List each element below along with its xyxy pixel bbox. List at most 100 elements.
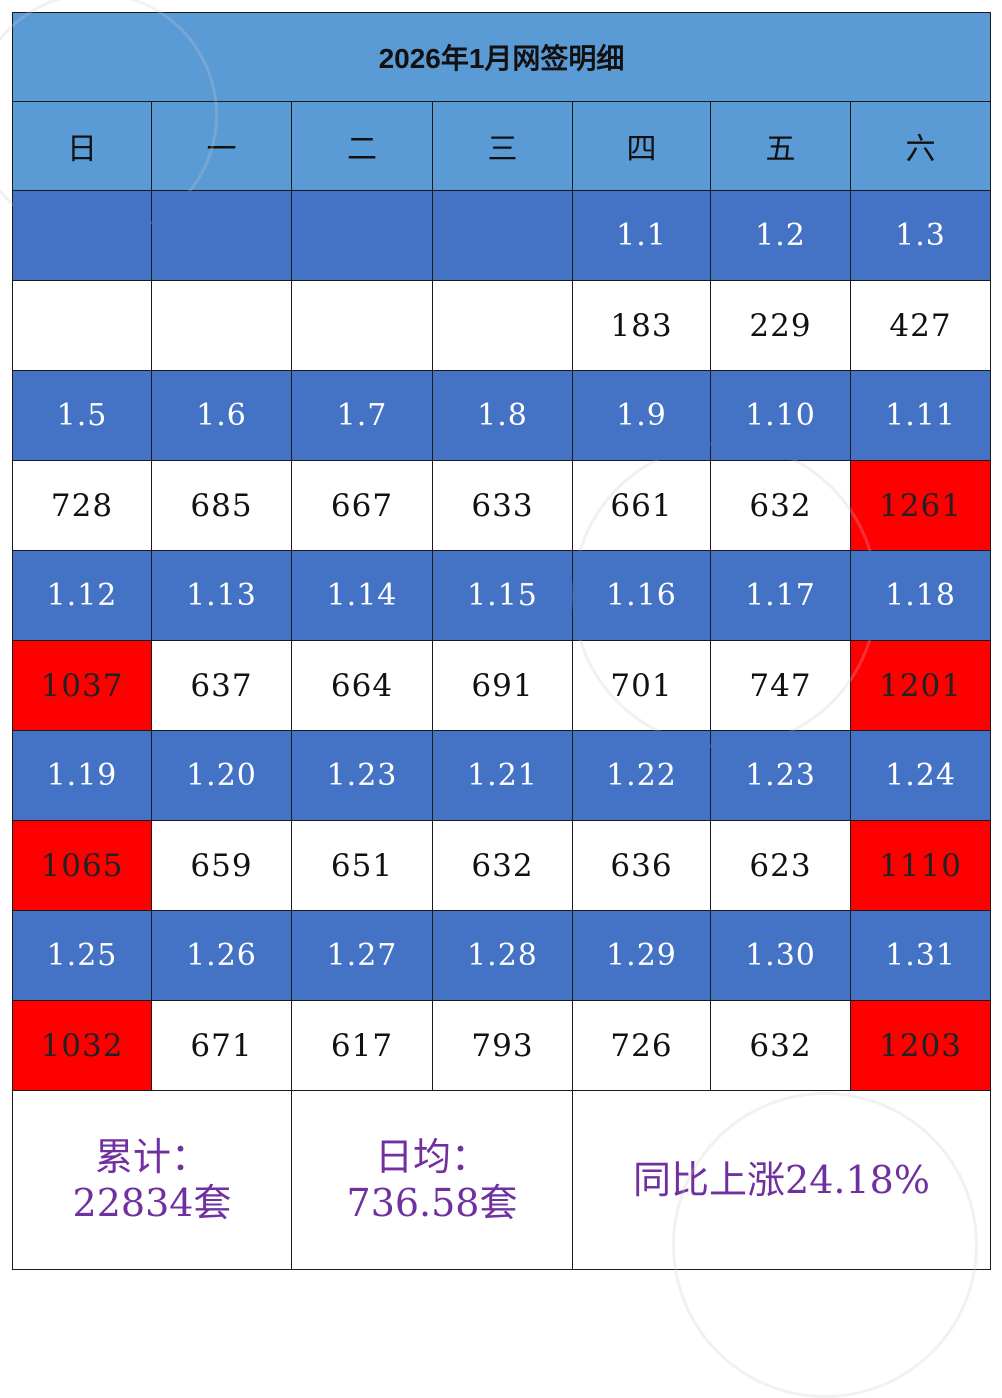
- date-cell: 1.20: [151, 730, 292, 821]
- signing-count-cell: 667: [291, 460, 433, 551]
- weekday-thu: 四: [572, 101, 711, 191]
- weekday-tue: 二: [291, 101, 433, 191]
- date-cell: 1.29: [572, 910, 711, 1001]
- signing-count-cell: 671: [151, 1000, 292, 1091]
- date-cell: 1.23: [710, 730, 851, 821]
- date-cell: 1.15: [432, 550, 573, 641]
- date-cell: 1.19: [12, 730, 152, 821]
- total-label: 累计：: [94, 1135, 209, 1179]
- signing-count-cell-highlighted: 1037: [12, 640, 152, 731]
- date-cell: 1.23: [291, 730, 433, 821]
- signing-count-cell: 747: [710, 640, 851, 731]
- date-cell: 1.27: [291, 910, 433, 1001]
- date-cell: 1.6: [151, 370, 292, 461]
- date-cell: 1.12: [12, 550, 152, 641]
- signing-count-cell: 617: [291, 1000, 433, 1091]
- signing-count-cell: 632: [710, 460, 851, 551]
- date-row: 1.12 1.13 1.14 1.15 1.16 1.17 1.18: [12, 550, 992, 641]
- date-cell: 1.26: [151, 910, 292, 1001]
- date-cell: 1.2: [710, 190, 851, 281]
- empty-date-cell: [291, 190, 433, 281]
- signing-count-cell: 427: [849, 280, 992, 371]
- date-cell: 1.24: [849, 730, 992, 821]
- signing-count-cell: 183: [572, 280, 711, 371]
- date-cell: 1.22: [572, 730, 711, 821]
- weekday-fri: 五: [710, 101, 851, 191]
- date-cell: 1.11: [849, 370, 992, 461]
- signing-count-cell-highlighted: 1032: [12, 1000, 152, 1091]
- weekday-sun: 日: [12, 101, 152, 191]
- date-cell: 1.13: [151, 550, 292, 641]
- signing-count-cell-highlighted: 1203: [849, 1000, 992, 1091]
- average-label: 日均：: [374, 1135, 489, 1179]
- yoy-change-text: 同比上涨24.18%: [633, 1158, 930, 1202]
- signing-count-cell: 636: [572, 820, 711, 911]
- weekday-mon: 一: [151, 101, 292, 191]
- empty-date-cell: [151, 190, 292, 281]
- date-cell: 1.10: [710, 370, 851, 461]
- signing-calendar-table: 2026年1月网签明细 日 一 二 三 四 五 六 1.1 1.2 1.3 183 22…: [11, 12, 992, 1270]
- table-title: 2026年1月网签明细: [11, 12, 992, 102]
- value-row: 1032 671 617 793 726 632 1203: [12, 1000, 992, 1091]
- signing-count-cell: 633: [432, 460, 573, 551]
- empty-date-cell: [12, 190, 152, 281]
- date-cell: 1.30: [710, 910, 851, 1001]
- date-cell: 1.17: [710, 550, 851, 641]
- signing-count-cell: 691: [432, 640, 573, 731]
- value-row: 1065 659 651 632 636 623 1110: [12, 820, 992, 911]
- signing-count-cell: 728: [12, 460, 152, 551]
- total-value: 22834套: [72, 1181, 232, 1225]
- date-cell: 1.1: [572, 190, 711, 281]
- empty-value-cell: [151, 280, 292, 371]
- signing-count-cell: 793: [432, 1000, 573, 1091]
- date-cell: 1.5: [12, 370, 152, 461]
- signing-count-cell: 637: [151, 640, 292, 731]
- signing-count-cell: 726: [572, 1000, 711, 1091]
- signing-count-cell: 651: [291, 820, 433, 911]
- signing-count-cell: 659: [151, 820, 292, 911]
- signing-count-cell: 661: [572, 460, 711, 551]
- average-summary-cell: 日均： 736.58套: [291, 1090, 573, 1270]
- title-row: 2026年1月网签明细: [11, 12, 992, 102]
- weekday-sat: 六: [849, 101, 992, 191]
- signing-count-cell-highlighted: 1110: [849, 820, 992, 911]
- date-cell: 1.9: [572, 370, 711, 461]
- empty-date-cell: [432, 190, 573, 281]
- date-cell: 1.18: [849, 550, 992, 641]
- signing-count-cell-highlighted: 1261: [849, 460, 992, 551]
- empty-value-cell: [291, 280, 433, 371]
- date-cell: 1.16: [572, 550, 711, 641]
- date-row: 1.19 1.20 1.23 1.21 1.22 1.23 1.24: [12, 730, 992, 821]
- signing-count-cell-highlighted: 1065: [12, 820, 152, 911]
- date-row: 1.5 1.6 1.7 1.8 1.9 1.10 1.11: [12, 370, 992, 461]
- date-cell: 1.8: [432, 370, 573, 461]
- value-row: 728 685 667 633 661 632 1261: [12, 460, 992, 551]
- signing-count-cell: 632: [710, 1000, 851, 1091]
- date-cell: 1.14: [291, 550, 433, 641]
- date-cell: 1.21: [432, 730, 573, 821]
- date-cell: 1.7: [291, 370, 433, 461]
- yoy-summary-cell: 同比上涨24.18%: [571, 1090, 992, 1270]
- signing-count-cell: 623: [710, 820, 851, 911]
- empty-value-cell: [12, 280, 152, 371]
- summary-row: 累计： 22834套 日均： 736.58套 同比上涨24.18%: [12, 1090, 992, 1270]
- total-summary-cell: 累计： 22834套: [12, 1090, 292, 1270]
- signing-count-cell: 701: [572, 640, 711, 731]
- date-cell: 1.25: [12, 910, 152, 1001]
- date-cell: 1.28: [432, 910, 573, 1001]
- signing-count-cell: 229: [710, 280, 851, 371]
- signing-count-cell: 632: [432, 820, 573, 911]
- value-row: 1037 637 664 691 701 747 1201: [12, 640, 992, 731]
- value-row: 183 229 427: [12, 280, 992, 371]
- date-cell: 1.3: [849, 190, 992, 281]
- signing-count-cell: 685: [151, 460, 292, 551]
- date-row: 1.25 1.26 1.27 1.28 1.29 1.30 1.31: [12, 910, 992, 1001]
- empty-value-cell: [432, 280, 573, 371]
- weekday-header-row: 日 一 二 三 四 五 六: [12, 101, 992, 191]
- date-cell: 1.31: [849, 910, 992, 1001]
- date-row: 1.1 1.2 1.3: [12, 190, 992, 281]
- weekday-wed: 三: [432, 101, 573, 191]
- signing-count-cell: 664: [291, 640, 433, 731]
- signing-count-cell-highlighted: 1201: [849, 640, 992, 731]
